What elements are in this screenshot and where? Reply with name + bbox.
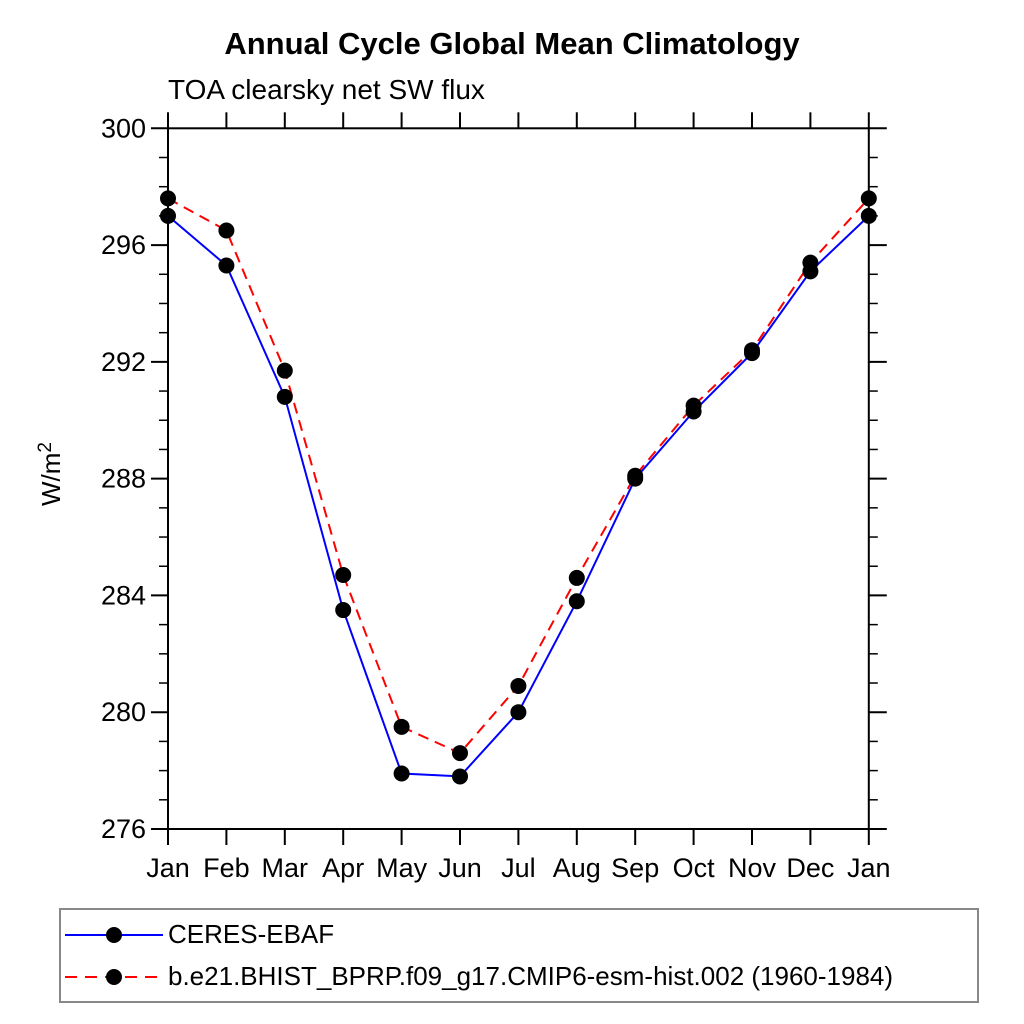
y-tick-label: 288 xyxy=(101,464,146,494)
legend-item-obs: CERES-EBAF xyxy=(61,914,977,955)
x-tick-label: Aug xyxy=(553,853,601,883)
legend: CERES-EBAF b.e21.BHIST_BPRP.f09_g17.CMIP… xyxy=(59,908,979,1003)
legend-sample-solid-line-icon xyxy=(65,926,163,943)
y-tick-label: 292 xyxy=(101,347,146,377)
x-tick-label: Sep xyxy=(611,853,659,883)
x-tick-label: Feb xyxy=(203,853,250,883)
data-point-marker xyxy=(627,467,644,484)
data-point-marker xyxy=(452,768,468,785)
data-point-marker xyxy=(860,190,877,207)
x-tick-label: Dec xyxy=(786,853,834,883)
data-point-marker xyxy=(393,765,410,782)
legend-label-model: b.e21.BHIST_BPRP.f09_g17.CMIP6-esm-hist.… xyxy=(168,961,894,991)
series-line-1 xyxy=(167,197,870,755)
data-point-marker xyxy=(393,718,410,735)
y-tick-label: 284 xyxy=(101,580,146,610)
x-tick-label: Jun xyxy=(438,853,482,883)
data-point-marker xyxy=(510,704,527,721)
chart-subtitle: TOA clearsky net SW flux xyxy=(168,74,485,105)
data-point-marker xyxy=(335,602,352,619)
data-point-marker xyxy=(276,388,293,405)
plot-frame xyxy=(167,127,870,831)
data-point-marker xyxy=(335,566,352,583)
data-point-marker xyxy=(510,677,527,694)
x-tick-label: Jul xyxy=(501,853,536,883)
x-tick-label: Jan xyxy=(146,853,190,883)
x-tick-label: Jan xyxy=(847,853,891,883)
legend-item-model: b.e21.BHIST_BPRP.f09_g17.CMIP6-esm-hist.… xyxy=(61,956,977,997)
y-tick-label: 296 xyxy=(101,230,146,260)
legend-sample-dashed-line-icon xyxy=(65,968,163,985)
data-point-marker xyxy=(685,397,702,414)
y-tick-label: 280 xyxy=(101,697,146,727)
data-point-marker xyxy=(568,593,585,610)
data-point-marker xyxy=(218,222,235,239)
x-tick-label: May xyxy=(376,853,428,883)
legend-label-obs: CERES-EBAF xyxy=(168,919,335,949)
data-point-marker xyxy=(160,207,176,224)
x-tick-label: Oct xyxy=(673,853,716,883)
data-point-marker xyxy=(568,569,585,586)
x-tick-label: Mar xyxy=(262,853,309,883)
legend-marker-1 xyxy=(106,968,122,985)
data-point-marker xyxy=(744,342,760,359)
y-tick-label: 300 xyxy=(101,113,146,143)
x-tick-label: Apr xyxy=(322,853,364,883)
data-point-marker xyxy=(276,362,293,379)
data-point-marker xyxy=(802,254,819,271)
y-axis-label: W/m2 xyxy=(35,442,66,506)
data-point-marker xyxy=(452,745,468,762)
y-tick-label: 276 xyxy=(101,814,146,844)
data-point-marker xyxy=(860,207,877,224)
data-point-marker xyxy=(218,257,235,274)
chart-title: Annual Cycle Global Mean Climatology xyxy=(224,26,800,61)
x-tick-label: Nov xyxy=(728,853,777,883)
data-point-marker xyxy=(160,190,176,207)
legend-marker-0 xyxy=(106,926,122,943)
